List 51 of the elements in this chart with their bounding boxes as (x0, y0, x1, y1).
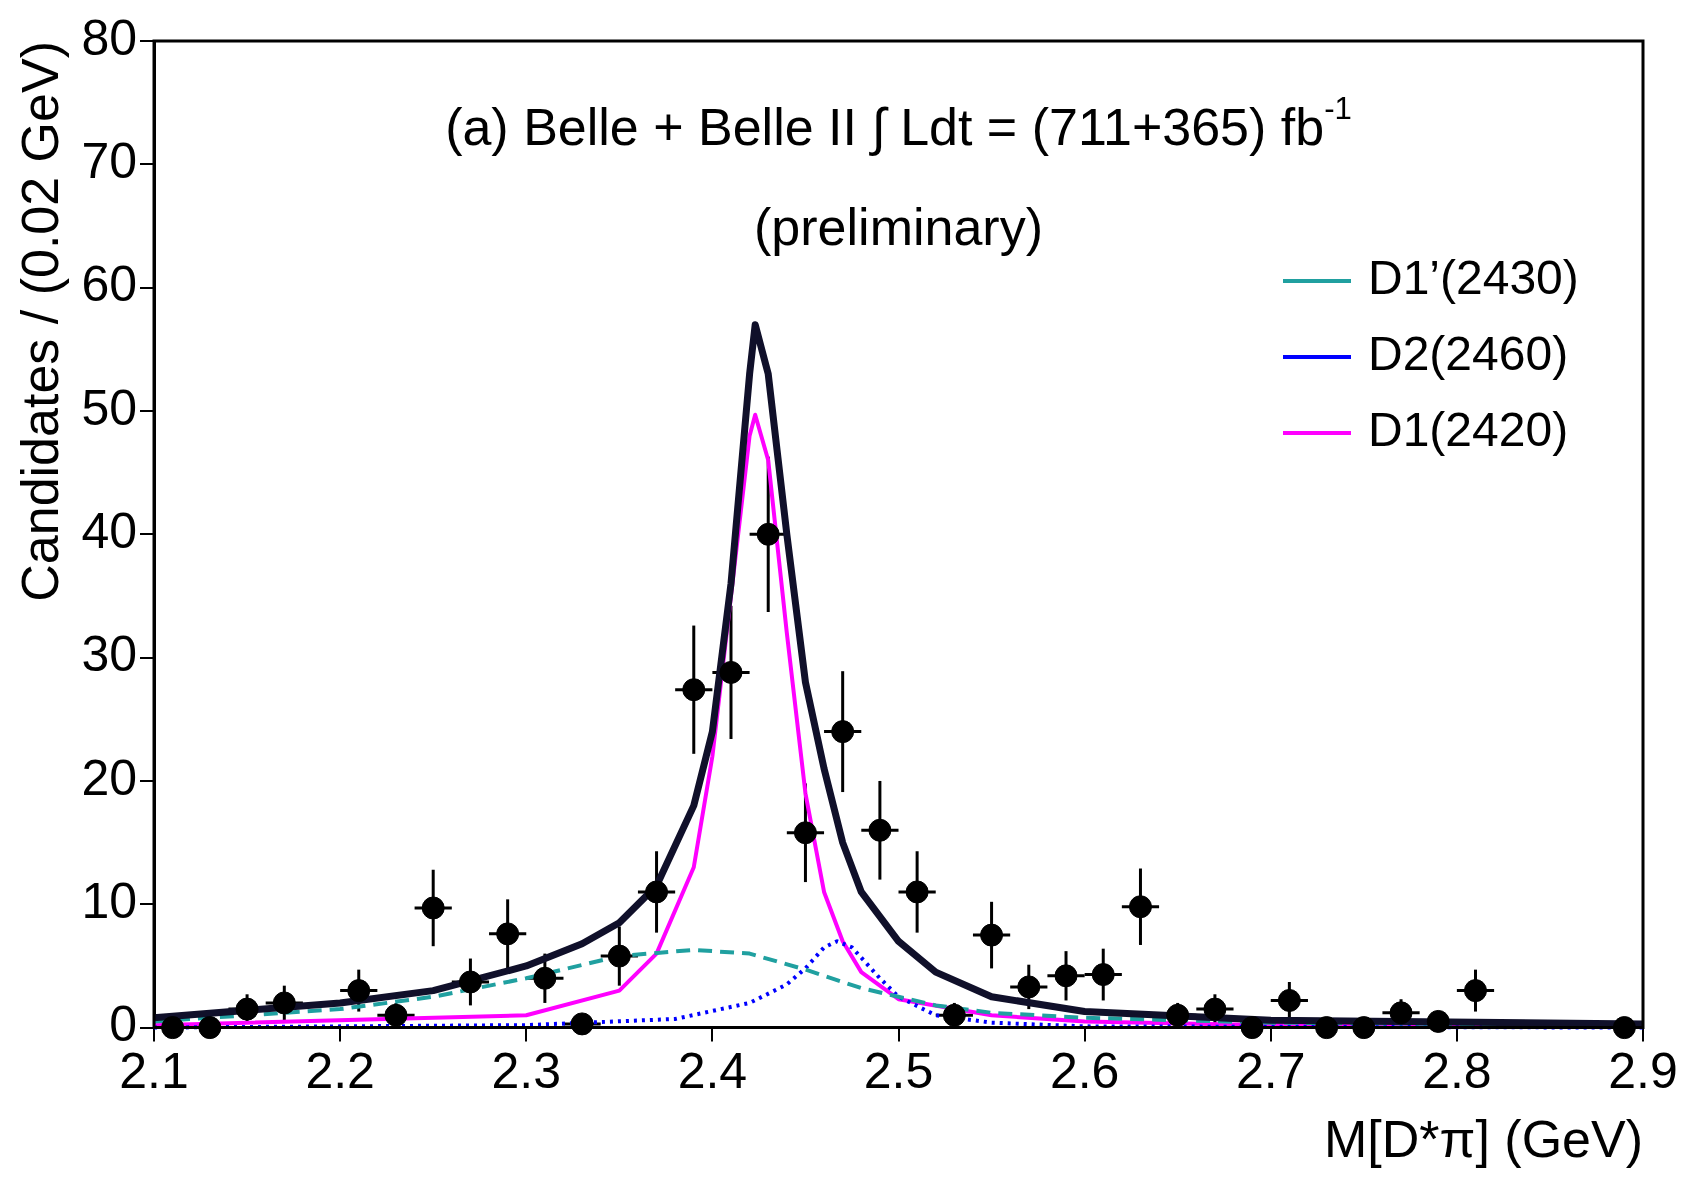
point (421, 896, 445, 920)
x-tick-label: 2.3 (491, 1043, 562, 1100)
point (756, 522, 780, 546)
point (1426, 1009, 1450, 1033)
point (831, 720, 855, 744)
y-tick-label: 60 (81, 256, 138, 313)
x-tick-label: 2.7 (1236, 1043, 1306, 1100)
y-tick-label: 50 (81, 379, 138, 436)
point (458, 970, 482, 994)
x-tick-label: 2.9 (1608, 1043, 1678, 1100)
y-axis-title: Candidates / (0.02 GeV) (10, 41, 69, 602)
annotation: (preliminary) (754, 198, 1043, 257)
point (1463, 979, 1487, 1003)
point (682, 678, 706, 702)
legend-label: D2(2460) (1368, 327, 1569, 381)
point (347, 979, 371, 1003)
point (1389, 1001, 1413, 1025)
y-tick-label: 10 (81, 873, 138, 930)
point (272, 991, 296, 1015)
point (496, 922, 520, 946)
point (533, 966, 557, 990)
point (1166, 1003, 1190, 1027)
point (719, 660, 743, 684)
y-tick-label: 20 (81, 749, 138, 806)
y-tick-label: 70 (81, 133, 138, 190)
point (1054, 964, 1078, 988)
x-tick-label: 2.6 (1049, 1043, 1120, 1100)
point (942, 1003, 966, 1027)
x-tick-label: 2.8 (1422, 1043, 1492, 1100)
x-tick-label: 2.4 (677, 1043, 748, 1100)
legend-label: D1’(2430) (1368, 251, 1579, 305)
y-tick-label: 30 (81, 626, 138, 683)
point (793, 821, 817, 845)
point (1203, 997, 1227, 1021)
point (607, 944, 631, 968)
y-tick-label: 80 (81, 9, 138, 66)
x-tick-label: 2.2 (305, 1043, 375, 1100)
x-tick-label: 2.5 (863, 1043, 934, 1100)
y-tick-label: 40 (81, 503, 138, 560)
point (905, 880, 929, 904)
point (1091, 963, 1115, 987)
point (868, 818, 892, 842)
point (384, 1003, 408, 1027)
point (1128, 895, 1152, 919)
x-axis-title: M[D*π] (GeV) (1323, 1110, 1643, 1169)
point (235, 997, 259, 1021)
point (980, 923, 1004, 947)
point (1277, 988, 1301, 1012)
point (645, 880, 669, 904)
point (1017, 975, 1041, 999)
legend-label: D1(2420) (1368, 403, 1569, 457)
